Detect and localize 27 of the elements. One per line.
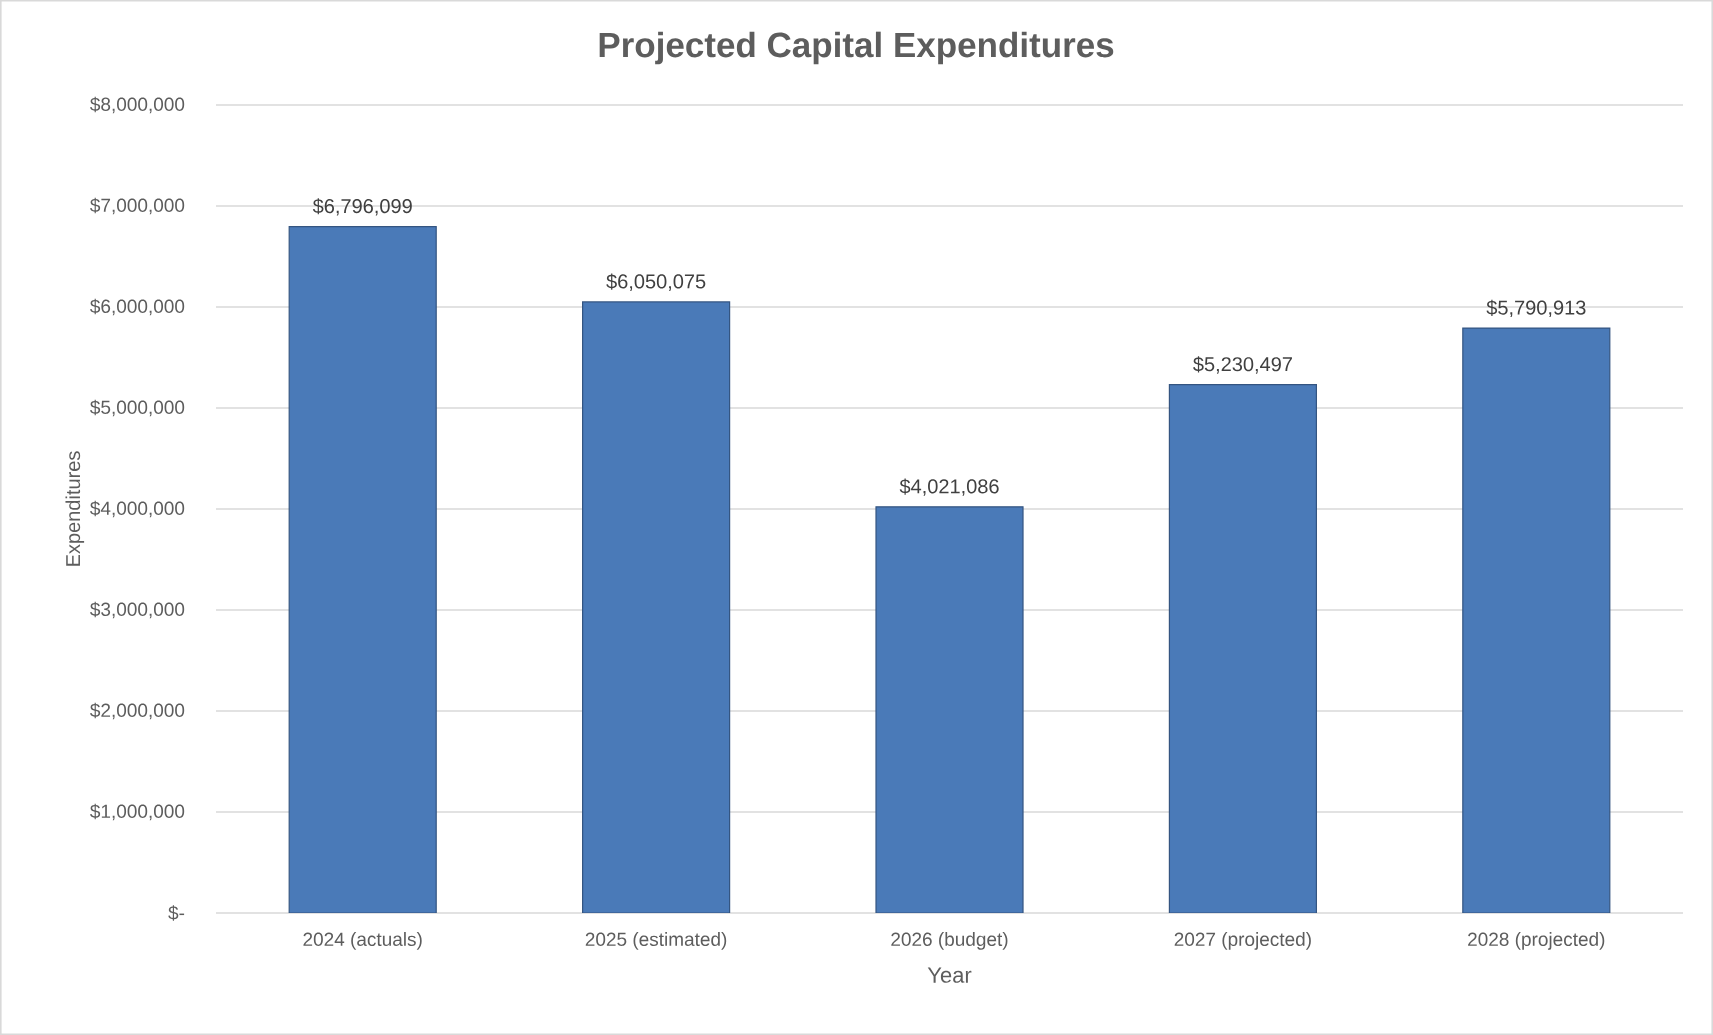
y-tick-label: $8,000,000: [90, 96, 185, 114]
y-tick-label: $6,000,000: [90, 298, 185, 316]
data-label: $4,021,086: [899, 478, 999, 496]
chart-title: Projected Capital Expenditures: [599, 31, 1114, 65]
bar: [582, 301, 731, 913]
y-tick-label: $4,000,000: [90, 500, 185, 518]
y-tick-label: $2,000,000: [90, 702, 185, 720]
data-label: $5,230,497: [1193, 356, 1292, 374]
x-tick-label: 2028 (projected): [1468, 932, 1605, 950]
x-tick-label: 2025 (estimated): [585, 932, 727, 950]
bar: [288, 226, 437, 913]
x-tick-label: 2024 (actuals): [303, 932, 422, 950]
y-tick-label: $5,000,000: [90, 399, 185, 417]
bar: [1168, 384, 1318, 913]
x-axis-title: Year: [927, 967, 972, 983]
x-tick-label: 2027 (projected): [1174, 932, 1311, 950]
data-label: $5,790,913: [1486, 299, 1586, 318]
data-label: $6,050,075: [606, 273, 706, 291]
y-tick-label: $1,000,000: [90, 803, 185, 821]
y-axis-title: Expenditures: [65, 451, 85, 566]
data-label: $6,796,099: [312, 198, 412, 216]
x-tick-label: 2026 (budget): [891, 932, 1008, 950]
y-tick-label: $3,000,000: [90, 601, 185, 619]
bar: [875, 506, 1024, 913]
y-tick-label: $-: [168, 905, 185, 921]
bar: [1462, 327, 1611, 913]
y-tick-label: $7,000,000: [90, 197, 185, 215]
